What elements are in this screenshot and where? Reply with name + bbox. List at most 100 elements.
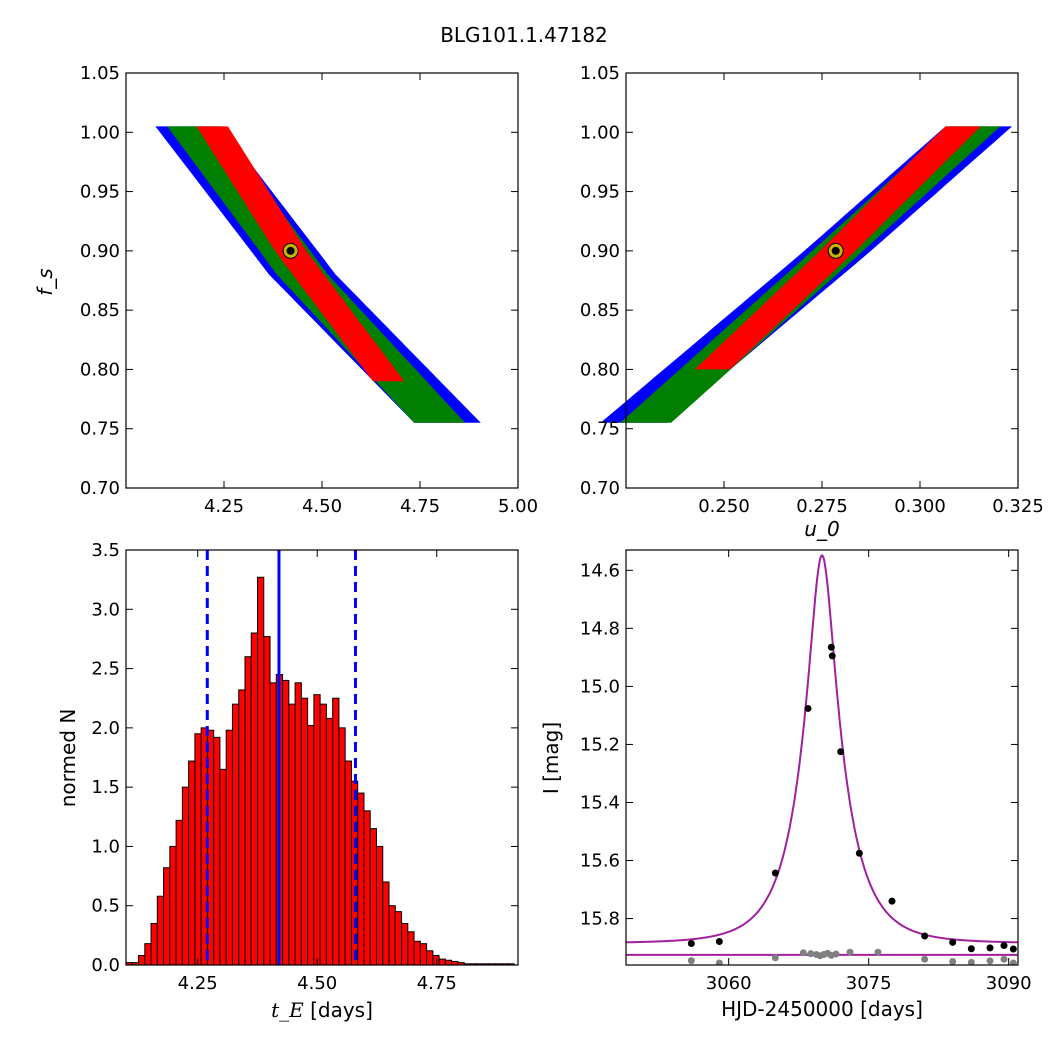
y-tick-label: 1.0 bbox=[91, 836, 120, 857]
y-tick-label: 1.05 bbox=[80, 63, 120, 84]
y-tick-label: 14.8 bbox=[580, 618, 620, 639]
plot-area-te-vs-fs bbox=[155, 126, 481, 423]
data-point bbox=[804, 704, 812, 712]
data-point bbox=[855, 849, 863, 857]
residual-point bbox=[1009, 959, 1017, 965]
histogram-bar bbox=[163, 867, 171, 966]
y-tick-label: 1.5 bbox=[91, 777, 120, 798]
data-point bbox=[687, 940, 695, 948]
histogram-bar bbox=[382, 881, 390, 966]
y-tick-label: 3.0 bbox=[91, 599, 120, 620]
x-tick-label: 0.300 bbox=[894, 496, 946, 517]
histogram-bar bbox=[269, 682, 277, 966]
y-tick-label: 1.00 bbox=[580, 122, 620, 143]
residual-point bbox=[771, 954, 779, 962]
axes-frame-u0-vs-fs bbox=[625, 72, 1019, 489]
y-tick-label: 0.75 bbox=[580, 419, 620, 440]
residual-point bbox=[846, 948, 854, 956]
x-tick-label: 3075 bbox=[846, 973, 892, 994]
y-tick-label: 0.85 bbox=[580, 300, 620, 321]
histogram-bar bbox=[138, 955, 146, 966]
ticks-te-vs-fs: 4.25 4.50 4.75 5.00 0.70 0.75 0.80 0.85 0.90 0.95… bbox=[80, 63, 538, 517]
x-tick-label: 5.00 bbox=[498, 496, 538, 517]
residual-point bbox=[1000, 955, 1008, 963]
y-tick-label: 15.2 bbox=[580, 734, 620, 755]
y-tick-label: 2.0 bbox=[91, 718, 120, 739]
axes-frame-te-vs-fs bbox=[125, 72, 519, 489]
histogram-bar bbox=[288, 703, 296, 966]
residual-point bbox=[874, 948, 882, 956]
histogram-bar bbox=[432, 955, 440, 966]
ticks-light-curve: 3060 3075 3090 14.6 14.8 15.0 15.2 15.4 15.6 15.8 bbox=[580, 550, 1032, 994]
y-tick-label: 1.05 bbox=[580, 63, 620, 84]
data-point bbox=[986, 944, 994, 952]
histogram-bar bbox=[444, 959, 453, 966]
histogram-bar bbox=[144, 943, 152, 966]
histogram-bar bbox=[175, 819, 183, 966]
y-tick-label: 15.8 bbox=[580, 909, 620, 930]
y-tick-label: 0.80 bbox=[580, 359, 620, 380]
y-axis-label-fs: f_s bbox=[33, 268, 57, 295]
y-tick-label: 0.90 bbox=[580, 241, 620, 262]
y-tick-label: 0.90 bbox=[80, 241, 120, 262]
histogram-bar bbox=[357, 792, 365, 966]
figure-title: BLG101.1.47182 bbox=[440, 23, 608, 47]
light-curve-content bbox=[626, 553, 1018, 965]
x-axis-label-te: t_E [days] bbox=[271, 998, 373, 1022]
panel-te-histogram: 4.25 4.50 4.75 0.0 0.5 1.0 1.5 2.0 2.5 3.0 3.5 nor… bbox=[56, 540, 519, 1022]
histogram-bar bbox=[319, 703, 327, 966]
histogram-bar bbox=[231, 703, 240, 966]
y-tick-label: 15.0 bbox=[580, 676, 620, 697]
histogram-bar bbox=[369, 828, 377, 966]
ticks-u0-vs-fs: 0.250 0.275 0.300 0.325 0.70 0.75 0.80 0.85 0.90… bbox=[580, 63, 1044, 517]
ticks-te-histogram: 4.25 4.50 4.75 0.0 0.5 1.0 1.5 2.0 2.5 3.0 3.5 bbox=[91, 540, 518, 994]
x-tick-label: 4.50 bbox=[302, 496, 342, 517]
best-fit-point bbox=[831, 246, 840, 255]
histogram-bar bbox=[401, 923, 409, 966]
panel-te-vs-fs: 4.25 4.50 4.75 5.00 0.70 0.75 0.80 0.85 0.90 0.95… bbox=[33, 63, 538, 517]
histogram-bar bbox=[300, 697, 309, 966]
histogram-bar bbox=[313, 694, 321, 966]
histogram-bar bbox=[156, 895, 165, 966]
histogram-bar bbox=[325, 717, 334, 966]
x-tick-label: 4.75 bbox=[400, 496, 440, 517]
data-point bbox=[921, 932, 929, 940]
histogram-bar bbox=[294, 682, 302, 966]
y-tick-label: 0.85 bbox=[80, 300, 120, 321]
x-tick-label: 0.325 bbox=[992, 496, 1044, 517]
histogram-bar bbox=[338, 727, 346, 966]
best-fit-point bbox=[286, 246, 295, 255]
y-tick-label: 2.5 bbox=[91, 659, 120, 680]
histogram-bar bbox=[188, 760, 196, 966]
residual-point bbox=[921, 955, 929, 963]
x-axis-label-u0: u_0 bbox=[804, 517, 839, 541]
histogram-bar bbox=[257, 576, 265, 966]
histogram-bar bbox=[407, 931, 415, 966]
y-tick-label: 3.5 bbox=[91, 540, 120, 561]
x-tick-label: 3090 bbox=[986, 973, 1032, 994]
residual-point bbox=[967, 958, 975, 965]
y-axis-label-fs-text: f_s bbox=[33, 268, 57, 295]
y-tick-label: 0.95 bbox=[80, 182, 120, 203]
data-point bbox=[837, 748, 845, 756]
histogram-bar bbox=[363, 810, 371, 966]
data-point bbox=[1000, 942, 1008, 950]
x-axis-label-u0-text: u_0 bbox=[804, 517, 839, 541]
histogram-bar bbox=[263, 636, 271, 966]
data-point bbox=[715, 937, 723, 945]
x-axis-label-hjd: HJD-2450000 [days] bbox=[721, 997, 923, 1021]
data-point bbox=[967, 945, 975, 953]
residual-point bbox=[807, 950, 815, 958]
plot-area-u0-vs-fs bbox=[600, 126, 1013, 423]
x-axis-label-te-unit: [days] bbox=[304, 998, 373, 1022]
histogram-bar bbox=[426, 950, 434, 966]
residual-point bbox=[832, 950, 840, 958]
histogram-bar bbox=[225, 729, 233, 966]
residual-point bbox=[799, 949, 807, 957]
histogram-bar bbox=[438, 958, 446, 966]
plot-area-light-curve bbox=[626, 553, 1018, 965]
histogram-bar bbox=[238, 689, 246, 966]
histogram-bar bbox=[344, 760, 352, 966]
residual-point bbox=[986, 957, 994, 965]
